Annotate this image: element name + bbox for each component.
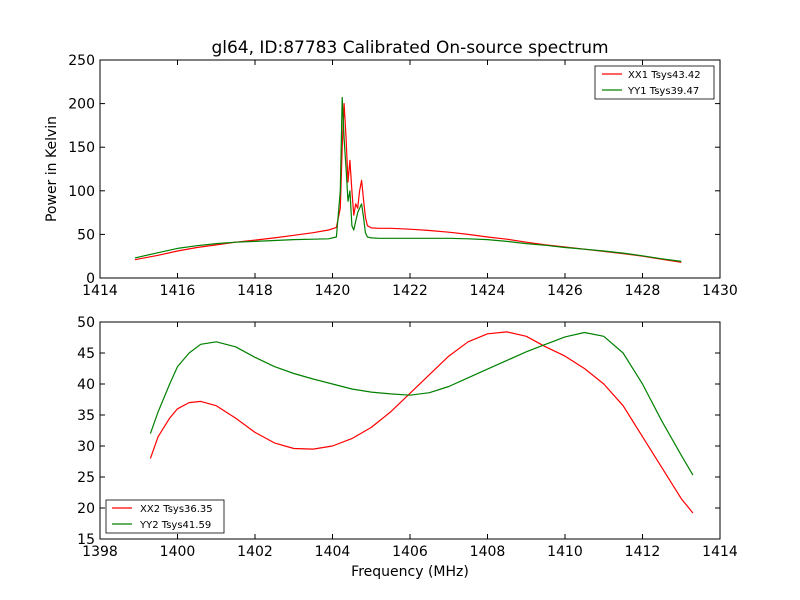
bottom-chart-legend-label-yy2: YY2 Tsys41.59 bbox=[139, 520, 211, 531]
top-chart-x-tick-label-1426: 1426 bbox=[547, 283, 583, 299]
top-chart-y-tick-label-250: 250 bbox=[68, 53, 95, 69]
top-chart-ticks-layer: 1414 1416 1418 1420 1422 1424 1426 1428 1430 0 50 1… bbox=[68, 53, 738, 299]
bottom-chart-x-tick-label-1408: 1408 bbox=[470, 544, 506, 560]
top-chart-legend-box bbox=[594, 65, 715, 100]
bottom-chart-ticks-layer: 1398 1400 1402 1404 1406 1408 1410 1412 1414 15 20… bbox=[77, 315, 738, 560]
top-chart-legend-label-xx1: XX1 Tsys43.42 bbox=[628, 70, 701, 81]
top-chart-x-tick-label-1420: 1420 bbox=[315, 283, 351, 299]
top-chart-y-tick-label-50: 50 bbox=[77, 227, 95, 243]
top-chart-y-tick-label-100: 100 bbox=[68, 184, 95, 200]
bottom-chart-x-axis-label: Frequency (MHz) bbox=[351, 564, 469, 580]
top-chart-series-1-line bbox=[134, 102, 682, 263]
bottom-chart-y-tick-label-30: 30 bbox=[77, 439, 95, 455]
bottom-chart-x-tick-label-1398: 1398 bbox=[82, 544, 118, 560]
bottom-chart-legend-label-xx2: XX2 Tsys36.35 bbox=[140, 504, 213, 515]
bottom-chart-y-tick-label-35: 35 bbox=[77, 408, 95, 424]
bottom-chart-x-tick-label-1412: 1412 bbox=[625, 544, 661, 560]
bottom-chart-series-1-line bbox=[149, 331, 694, 514]
top-chart-x-tick-label-1418: 1418 bbox=[237, 283, 273, 299]
bottom-chart-x-tick-label-1400: 1400 bbox=[160, 544, 196, 560]
top-chart-x-tick-label-1424: 1424 bbox=[470, 283, 506, 299]
top-chart-x-tick-label-1414: 1414 bbox=[82, 283, 118, 299]
top-chart-x-tick-label-1428: 1428 bbox=[625, 283, 661, 299]
top-chart-title: gl64, ID:87783 Calibrated On-source spec… bbox=[211, 38, 608, 58]
bottom-chart: Frequency (MHz) 1398 1400 1402 1404 1406 1408… bbox=[77, 315, 738, 580]
top-chart-y-tick-label-200: 200 bbox=[68, 97, 95, 113]
bottom-chart-series-layer bbox=[149, 331, 694, 514]
bottom-chart-y-tick-label-50: 50 bbox=[77, 315, 95, 331]
bottom-chart-x-tick-label-1410: 1410 bbox=[547, 544, 583, 560]
top-chart-legend-label-yy1: YY1 Tsys39.47 bbox=[627, 86, 699, 97]
bottom-chart-x-tick-label-1402: 1402 bbox=[237, 544, 273, 560]
top-chart-series-2-line bbox=[134, 96, 682, 262]
bottom-chart-legend: XX2 Tsys36.35 YY2 Tsys41.59 bbox=[105, 499, 225, 534]
top-chart-series-layer bbox=[134, 96, 682, 263]
top-chart-x-tick-label-1416: 1416 bbox=[160, 283, 196, 299]
bottom-chart-y-tick-label-20: 20 bbox=[77, 501, 95, 517]
bottom-chart-legend-box bbox=[105, 499, 225, 534]
bottom-chart-y-tick-label-45: 45 bbox=[77, 346, 95, 362]
top-chart: gl64, ID:87783 Calibrated On-source spec… bbox=[44, 38, 738, 299]
top-chart-x-tick-label-1422: 1422 bbox=[392, 283, 428, 299]
bottom-chart-x-tick-label-1406: 1406 bbox=[392, 544, 428, 560]
bottom-chart-series-2-line bbox=[149, 331, 694, 476]
bottom-chart-x-tick-label-1414: 1414 bbox=[702, 544, 738, 560]
bottom-chart-y-tick-label-15: 15 bbox=[77, 532, 95, 548]
top-chart-x-tick-label-1430: 1430 bbox=[702, 283, 738, 299]
top-chart-y-tick-label-0: 0 bbox=[86, 271, 95, 287]
top-chart-legend: XX1 Tsys43.42 YY1 Tsys39.47 bbox=[594, 65, 715, 100]
bottom-chart-x-tick-label-1404: 1404 bbox=[315, 544, 351, 560]
top-chart-y-axis-label: Power in Kelvin bbox=[44, 116, 60, 222]
top-chart-y-tick-label-150: 150 bbox=[68, 140, 95, 156]
bottom-chart-y-tick-label-25: 25 bbox=[77, 470, 95, 486]
bottom-chart-y-tick-label-40: 40 bbox=[77, 377, 95, 393]
